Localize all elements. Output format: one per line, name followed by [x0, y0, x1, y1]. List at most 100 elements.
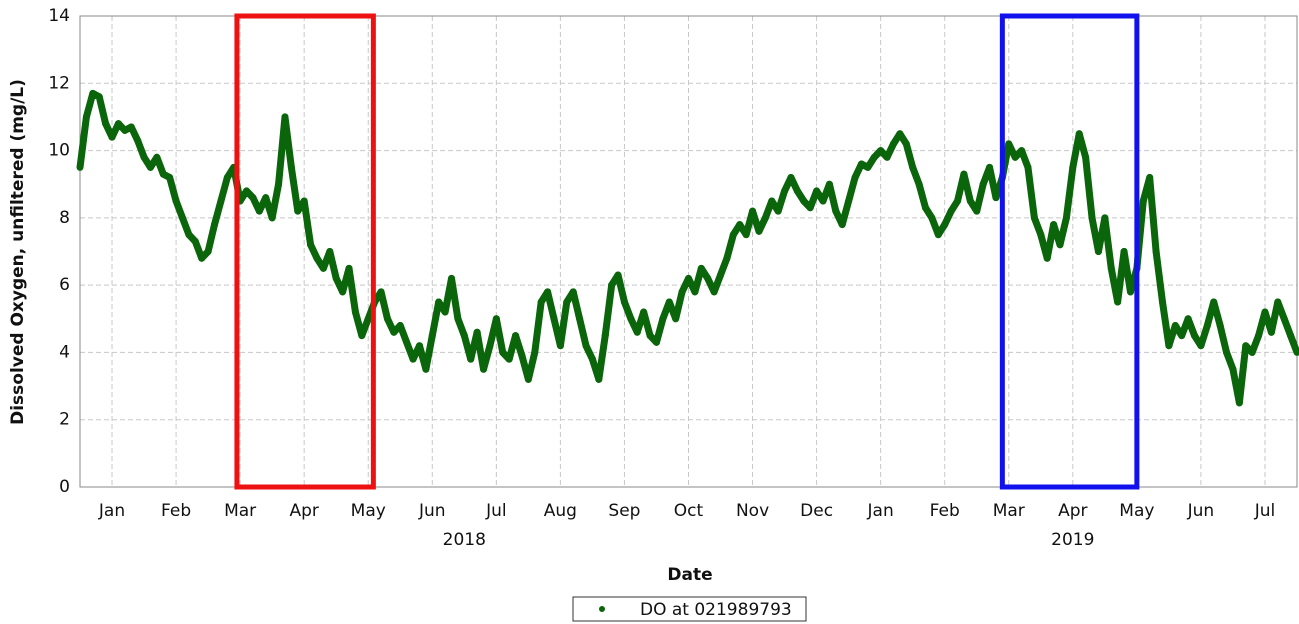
legend-box: [572, 596, 807, 622]
data-point: [441, 308, 449, 316]
data-point: [960, 170, 968, 178]
x-tick-label: Apr: [289, 501, 318, 521]
data-point: [326, 248, 334, 255]
data-point: [281, 113, 289, 121]
data-point: [1235, 399, 1243, 407]
data-point: [486, 342, 494, 350]
data-point: [1158, 298, 1166, 306]
data-point: [1050, 221, 1058, 229]
data-point: [691, 288, 699, 296]
y-axis-label: Dissolved Oxygen, unfiltered (mg/L): [8, 79, 28, 425]
x-tick-label: Feb: [930, 501, 960, 521]
data-point: [640, 308, 648, 316]
data-point: [979, 180, 987, 188]
data-point: [204, 248, 212, 255]
y-tick-label: 8: [59, 208, 70, 228]
data-point: [633, 328, 641, 336]
x-tick-label: May: [351, 501, 386, 521]
data-point: [76, 163, 84, 171]
data-point: [300, 197, 308, 205]
x-tick-label: Jul: [485, 501, 507, 521]
data-point: [544, 288, 552, 296]
data-point: [1056, 241, 1064, 249]
data-point: [652, 338, 660, 346]
y-tick-label: 14: [48, 6, 70, 26]
data-point: [646, 332, 654, 340]
data-point: [1005, 140, 1013, 148]
data-point: [332, 274, 340, 282]
data-point: [1094, 248, 1102, 255]
data-point: [178, 214, 186, 222]
data-point: [556, 342, 564, 350]
data-point: [1280, 315, 1288, 323]
data-point: [95, 93, 103, 101]
data-point: [921, 204, 929, 212]
data-point: [659, 315, 667, 323]
data-point: [781, 187, 789, 195]
data-point: [819, 197, 827, 205]
data-point: [928, 214, 936, 222]
data-point: [569, 288, 577, 296]
data-point: [1267, 328, 1275, 336]
data-point: [1018, 147, 1026, 155]
data-point: [134, 136, 142, 144]
data-point: [102, 120, 110, 128]
data-point: [915, 180, 923, 188]
data-point: [685, 274, 692, 282]
data-point: [614, 271, 622, 279]
data-point: [166, 173, 174, 181]
data-point: [339, 288, 347, 296]
data-point: [672, 315, 680, 323]
data-point: [582, 342, 590, 350]
x-tick-label: Mar: [993, 501, 1025, 521]
data-point: [403, 338, 411, 346]
data-point: [428, 332, 436, 340]
data-point: [1120, 248, 1128, 255]
data-point: [563, 298, 571, 306]
y-tick-label: 2: [59, 410, 70, 430]
data-point: [1197, 342, 1205, 350]
data-point: [364, 315, 372, 323]
data-point: [986, 163, 994, 171]
data-point: [1203, 322, 1211, 330]
data-point: [351, 308, 359, 316]
data-point: [89, 89, 97, 97]
series: [76, 89, 1299, 407]
data-point: [845, 197, 853, 205]
x-tick-label: Dec: [800, 501, 833, 521]
data-point: [742, 231, 750, 239]
data-point: [191, 237, 199, 245]
data-point: [422, 365, 430, 373]
data-point: [262, 194, 270, 202]
data-point: [82, 113, 90, 121]
x-tick-label: Mar: [224, 501, 256, 521]
x-tick-label: Apr: [1058, 501, 1087, 521]
data-point: [787, 173, 795, 181]
data-point: [729, 231, 737, 239]
data-point: [473, 328, 481, 336]
data-point: [755, 227, 763, 235]
x-tick-label: Aug: [544, 501, 577, 521]
data-point: [255, 207, 263, 215]
data-point: [1037, 231, 1045, 239]
data-point: [358, 332, 366, 340]
data-point: [121, 126, 129, 134]
data-point: [1126, 288, 1134, 296]
data-point: [217, 197, 225, 205]
data-point: [409, 355, 417, 363]
data-point: [889, 140, 897, 148]
data-point: [1165, 342, 1173, 350]
data-point: [243, 187, 251, 195]
data-point: [947, 207, 955, 215]
data-point: [1178, 332, 1186, 340]
data-point: [1248, 348, 1256, 356]
x-group-label: 2019: [1051, 530, 1094, 550]
data-point: [697, 264, 705, 272]
x-tick-label: Sep: [608, 501, 640, 521]
data-point: [595, 375, 603, 383]
data-point: [1152, 248, 1160, 255]
data-point: [1101, 214, 1109, 222]
data-point: [1191, 332, 1199, 340]
y-tick-label: 10: [48, 141, 70, 161]
